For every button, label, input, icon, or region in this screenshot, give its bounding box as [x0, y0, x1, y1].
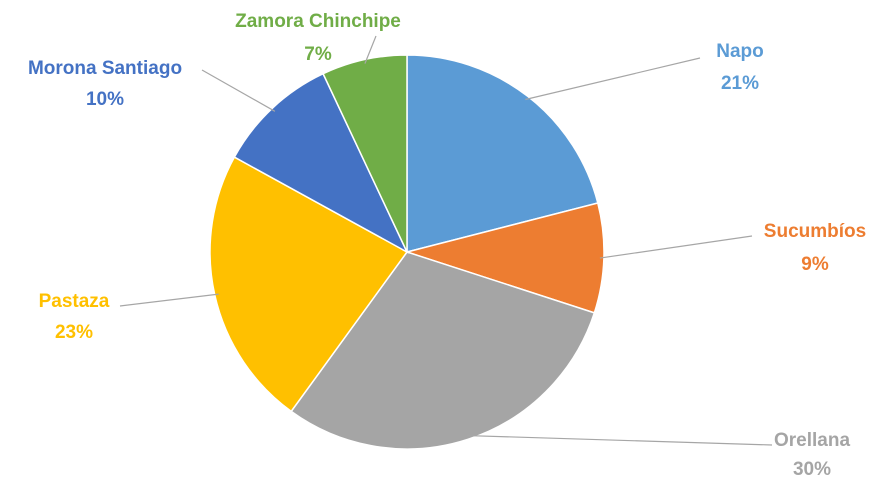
value-label: 21% — [721, 73, 759, 94]
value-label: 30% — [793, 459, 831, 480]
category-label: Sucumbíos — [764, 221, 866, 242]
category-label: Pastaza — [39, 291, 110, 312]
category-label: Morona Santiago — [28, 58, 182, 79]
leader-line — [599, 235, 753, 259]
pie-slice — [406, 54, 599, 253]
leader-line — [119, 293, 219, 307]
value-label: 9% — [801, 254, 829, 275]
leader-line — [364, 35, 377, 64]
pie-slice — [290, 251, 596, 450]
pie-slice — [322, 54, 408, 253]
category-label: Orellana — [774, 430, 850, 451]
pie-slice — [233, 72, 409, 254]
value-label: 10% — [86, 89, 124, 110]
category-label: Napo — [716, 41, 764, 62]
category-label: Zamora Chinchipe — [235, 11, 401, 32]
leader-line — [466, 434, 773, 446]
leader-line — [201, 69, 276, 112]
leader-line — [525, 57, 701, 101]
value-label: 7% — [304, 44, 332, 65]
value-label: 23% — [55, 322, 93, 343]
pie-slice — [404, 202, 605, 314]
